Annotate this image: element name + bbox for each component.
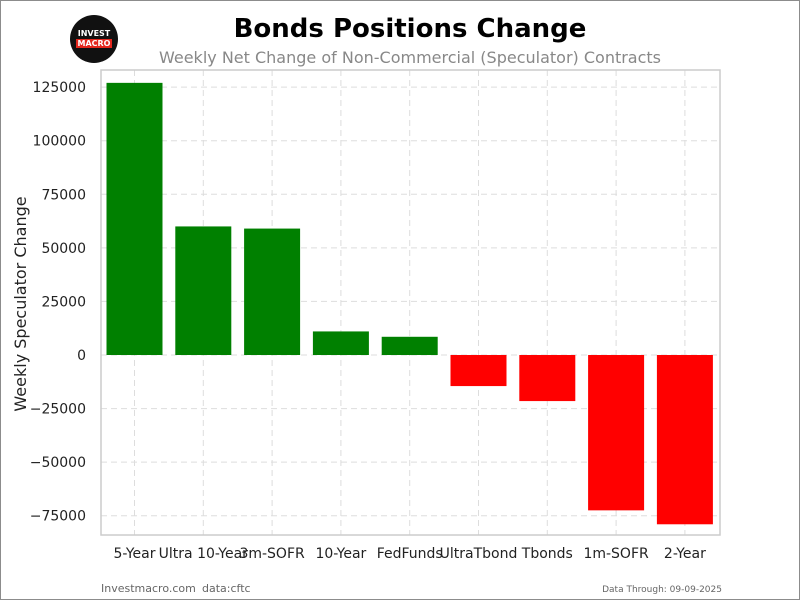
y-tick-label: 0 — [77, 348, 86, 364]
bar-ultratbond — [450, 355, 507, 387]
y-tick-label: 25000 — [41, 294, 86, 310]
chart-subtitle: Weekly Net Change of Non-Commercial (Spe… — [159, 48, 661, 67]
y-tick-label: 125000 — [33, 80, 86, 96]
logo-line2: MACRO — [75, 39, 113, 48]
y-tick-label: −75000 — [30, 509, 86, 525]
investmacro-logo: INVEST MACRO — [70, 15, 118, 63]
x-tick-label: Ultra 10-Year — [159, 546, 249, 562]
y-tick-label: −50000 — [30, 455, 86, 471]
bars — [106, 82, 713, 525]
x-tick-label: FedFunds — [377, 546, 443, 562]
plot-area-border — [100, 69, 721, 536]
y-axis-label: Weekly Speculator Change — [11, 196, 30, 411]
logo-line1: INVEST — [77, 29, 111, 38]
x-tick-label: 1m-SOFR — [583, 546, 649, 562]
bar-3m-sofr — [244, 228, 301, 355]
bar-ultra-10-year — [175, 226, 232, 355]
footer-site: Investmacro.com — [101, 582, 196, 595]
x-tick-label: Tbonds — [521, 546, 573, 562]
y-tick-labels: −75000 −50000 −25000 0 25000 50000 75000 100000… — [30, 80, 86, 525]
footer-source: data:cftc — [202, 582, 251, 595]
bar-1m-sofr — [588, 355, 645, 511]
chart-title: Bonds Positions Change — [234, 14, 587, 44]
y-tick-label: −25000 — [30, 402, 86, 418]
bar-tbonds — [519, 355, 576, 402]
bar-10-year — [312, 331, 369, 355]
bar-fedfunds — [381, 336, 438, 355]
x-tick-label: 3m-SOFR — [239, 546, 305, 562]
bar-5-year — [106, 82, 163, 355]
y-tick-label: 75000 — [41, 187, 86, 203]
x-tick-label: 5-Year — [114, 546, 156, 562]
x-tick-label: UltraTbond — [440, 546, 518, 562]
x-tick-label: 2-Year — [664, 546, 706, 562]
x-tick-label: 10-Year — [315, 546, 366, 562]
y-tick-label: 50000 — [41, 241, 86, 257]
footer-data-through: Data Through: 09-09-2025 — [602, 585, 722, 595]
bar-2-year — [656, 355, 713, 525]
y-tick-label: 100000 — [33, 134, 86, 150]
